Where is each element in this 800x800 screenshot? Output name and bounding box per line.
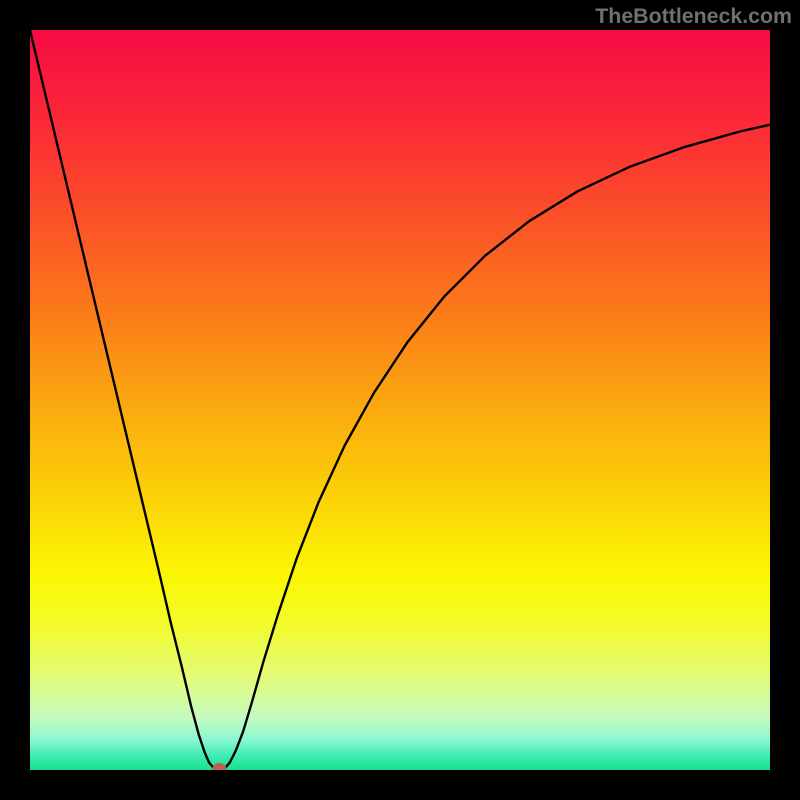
bottleneck-curve (30, 30, 770, 770)
minimum-marker (212, 763, 226, 770)
plot-area (30, 30, 770, 770)
chart-container: TheBottleneck.com (0, 0, 800, 800)
watermark-text: TheBottleneck.com (595, 4, 792, 29)
